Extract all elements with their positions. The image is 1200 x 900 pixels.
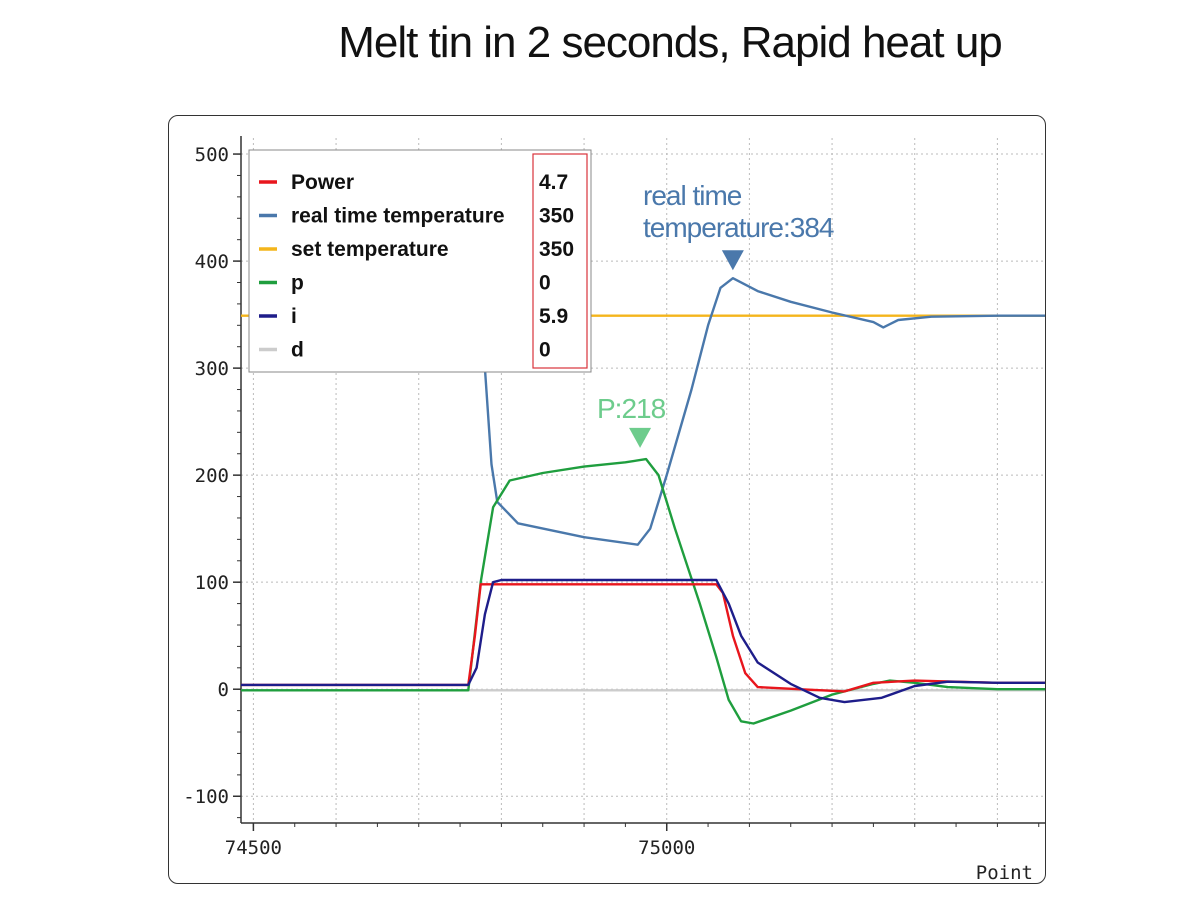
legend-label: set temperature bbox=[291, 238, 449, 261]
legend-label: d bbox=[291, 339, 304, 362]
y-tick-label: -100 bbox=[183, 786, 229, 808]
legend-value: 4.7 bbox=[539, 171, 568, 194]
legend-label: i bbox=[291, 305, 297, 328]
y-tick-label: 500 bbox=[195, 144, 229, 166]
legend-value: 0 bbox=[539, 272, 551, 295]
legend-value: 0 bbox=[539, 339, 551, 362]
y-tick-label: 400 bbox=[195, 251, 229, 273]
y-tick-label: 0 bbox=[218, 679, 229, 701]
annotation-arrow bbox=[721, 250, 744, 271]
legend-value: 350 bbox=[539, 238, 574, 261]
legend-box bbox=[248, 149, 592, 373]
annotation-text: temperature:384 bbox=[643, 212, 834, 243]
legend-label: Power bbox=[291, 171, 354, 194]
legend-label: p bbox=[291, 272, 304, 295]
y-tick-label: 100 bbox=[195, 572, 229, 594]
y-tick-label: 200 bbox=[195, 465, 229, 487]
legend-label: real time temperature bbox=[291, 205, 505, 228]
series-line-i bbox=[241, 578, 1045, 704]
annotation-text: real time bbox=[643, 180, 742, 211]
y-tick-label: 300 bbox=[195, 358, 229, 380]
headline: Melt tin in 2 seconds, Rapid heat up bbox=[338, 18, 1003, 67]
annotation-arrow bbox=[629, 427, 652, 448]
series-line-power bbox=[241, 583, 1045, 693]
x-axis-label: Point bbox=[976, 862, 1033, 884]
legend-value: 350 bbox=[539, 205, 574, 228]
chart-panel: -100 0 100 200 300 400 500 74500 75000 Point Powe… bbox=[168, 115, 1046, 884]
legend: Power 4.7 real time temperature 350 set temp… bbox=[248, 149, 592, 373]
legend-value: 5.9 bbox=[539, 305, 568, 328]
line-chart: -100 0 100 200 300 400 500 74500 75000 Point Powe… bbox=[183, 136, 1045, 884]
x-tick-label: 74500 bbox=[225, 837, 282, 859]
x-tick-label: 75000 bbox=[638, 837, 695, 859]
axes: -100 0 100 200 300 400 500 74500 75000 Point bbox=[183, 136, 1045, 884]
legend-value-frame bbox=[532, 153, 588, 369]
series-lines bbox=[241, 277, 1045, 725]
grid bbox=[241, 138, 1045, 823]
annotation-text: P:218 bbox=[597, 393, 666, 424]
series-line-real-time-temperature bbox=[483, 277, 1045, 546]
